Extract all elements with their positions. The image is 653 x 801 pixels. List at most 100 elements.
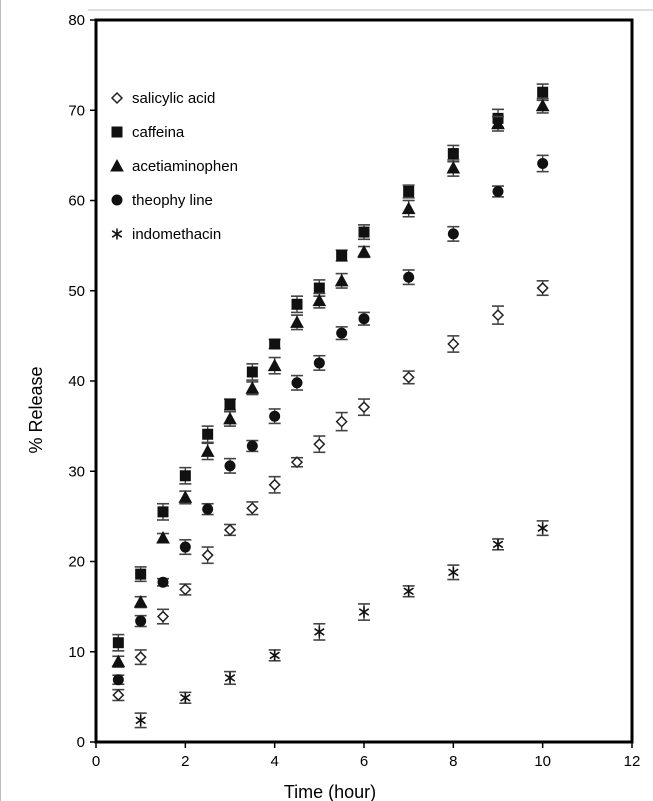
data-point (358, 226, 370, 238)
data-point (401, 201, 416, 215)
data-point (223, 411, 237, 425)
data-point (112, 689, 125, 702)
legend-label: theophy line (132, 192, 213, 209)
data-point (336, 250, 348, 262)
legend-label: indomethacin (132, 226, 221, 243)
data-point (179, 583, 192, 596)
data-point (447, 337, 460, 351)
data-point (201, 549, 214, 562)
data-point (133, 595, 148, 608)
data-point (156, 530, 170, 544)
data-point (448, 566, 459, 578)
data-point (492, 538, 504, 550)
x-tick-label: 12 (624, 753, 641, 770)
data-point (537, 522, 548, 534)
axes (90, 18, 634, 748)
y-axis-title: % Release (26, 366, 46, 453)
data-point (290, 456, 304, 469)
data-point (268, 478, 281, 491)
y-tick-label: 40 (68, 373, 85, 390)
x-axis-title: Time (hour) (284, 782, 376, 801)
data-point (291, 298, 303, 310)
data-point (180, 692, 191, 704)
data-point (403, 585, 414, 597)
data-point (537, 86, 549, 98)
data-point (267, 358, 282, 372)
legend-label: acetiaminophen (132, 158, 238, 175)
data-point (491, 309, 505, 322)
data-point (112, 637, 124, 649)
data-point (245, 381, 260, 394)
tick-labels: 0 2 4 6 8 10 12 0 10 20 30 40 50 60 70 80 (68, 12, 640, 770)
x-tick-label: 4 (270, 753, 278, 770)
data-point (223, 523, 237, 536)
legend-marker (111, 126, 123, 138)
data-point (157, 506, 169, 518)
data-point (269, 410, 281, 422)
legend: salicylic acid caffeina acetiaminophen theo… (110, 90, 238, 243)
series-salicylic-acid (112, 280, 549, 702)
data-point (492, 185, 504, 197)
data-point (447, 148, 459, 160)
series-acetiaminophen (111, 97, 550, 668)
y-tick-label: 30 (68, 463, 85, 480)
data-point (403, 271, 415, 283)
data-point (446, 160, 461, 174)
data-point (313, 438, 326, 451)
data-point (246, 366, 258, 378)
data-point (313, 357, 325, 369)
data-point (358, 606, 370, 618)
data-point (135, 714, 146, 726)
data-point (314, 626, 325, 638)
data-point (224, 672, 236, 684)
data-point (334, 273, 349, 287)
data-point (313, 282, 325, 294)
data-point (135, 615, 147, 627)
x-tick-label: 10 (534, 753, 551, 770)
data-point (246, 440, 258, 452)
data-point (536, 281, 549, 295)
data-point (402, 371, 415, 384)
data-point (202, 428, 214, 440)
data-point (111, 654, 126, 668)
data-point (535, 98, 550, 112)
data-point (157, 576, 169, 588)
legend-marker (111, 194, 123, 206)
legend-label: caffeina (132, 124, 185, 141)
data-point (358, 313, 370, 325)
y-tick-label: 70 (68, 102, 85, 119)
legend-marker (110, 91, 124, 105)
data-point (178, 490, 193, 503)
data-point (179, 541, 191, 553)
data-point (269, 338, 281, 350)
x-tick-label: 6 (360, 753, 368, 770)
data-point (156, 610, 170, 623)
data-point (491, 116, 505, 130)
data-point (335, 415, 348, 428)
series-theophy-line (112, 154, 549, 686)
data-point (112, 674, 124, 686)
data-point (357, 401, 371, 414)
y-tick-label: 0 (77, 734, 85, 751)
data-point (200, 444, 215, 457)
data-point (312, 293, 327, 307)
data-point (134, 651, 147, 664)
y-tick-label: 60 (68, 193, 85, 210)
data-point (537, 157, 549, 169)
data-point (336, 327, 348, 339)
data-point (290, 315, 304, 328)
data-point (291, 377, 303, 389)
data-point (269, 649, 280, 661)
data-point (403, 185, 415, 197)
x-tick-label: 8 (449, 753, 457, 770)
data-point (357, 244, 371, 258)
legend-marker (110, 158, 124, 172)
series-indomethacin (134, 520, 549, 729)
data-point (135, 568, 147, 580)
y-tick-label: 10 (68, 644, 85, 661)
x-tick-label: 0 (92, 753, 100, 770)
legend-marker (111, 228, 123, 240)
data-point (224, 460, 236, 472)
